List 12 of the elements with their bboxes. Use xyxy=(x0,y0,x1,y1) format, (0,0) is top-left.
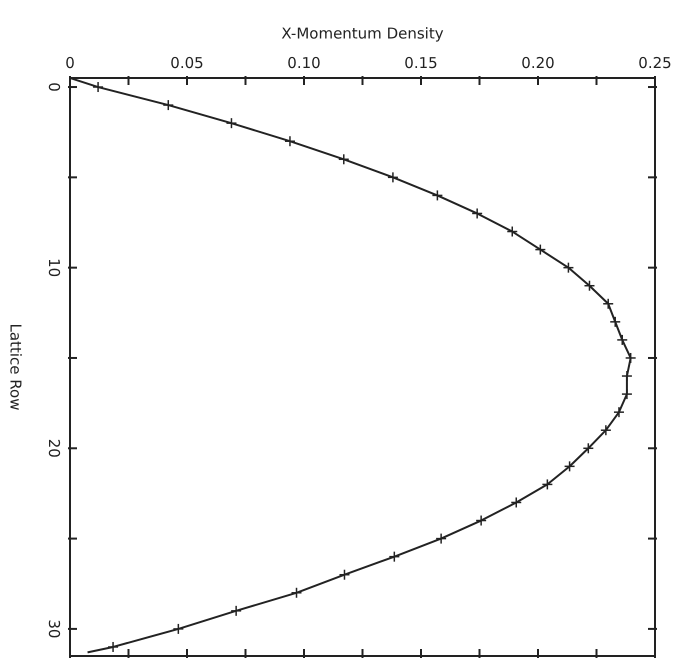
x-tick-label: 0 xyxy=(65,54,75,72)
y-axis-title: Lattice Row xyxy=(6,324,25,410)
x-tick-label: 0.20 xyxy=(521,54,555,72)
y-tick-label: 0 xyxy=(45,82,63,92)
x-tick-label: 0.25 xyxy=(638,54,672,72)
x-tick-label: 0.05 xyxy=(170,54,204,72)
y-tick-label: 20 xyxy=(45,438,63,458)
y-tick-label: 10 xyxy=(45,258,63,278)
y-tick-label: 30 xyxy=(45,619,63,638)
x-axis-title: X-Momentum Density xyxy=(281,24,444,43)
x-tick-label: 0.15 xyxy=(404,54,438,72)
x-tick-label: 0.10 xyxy=(287,54,321,72)
